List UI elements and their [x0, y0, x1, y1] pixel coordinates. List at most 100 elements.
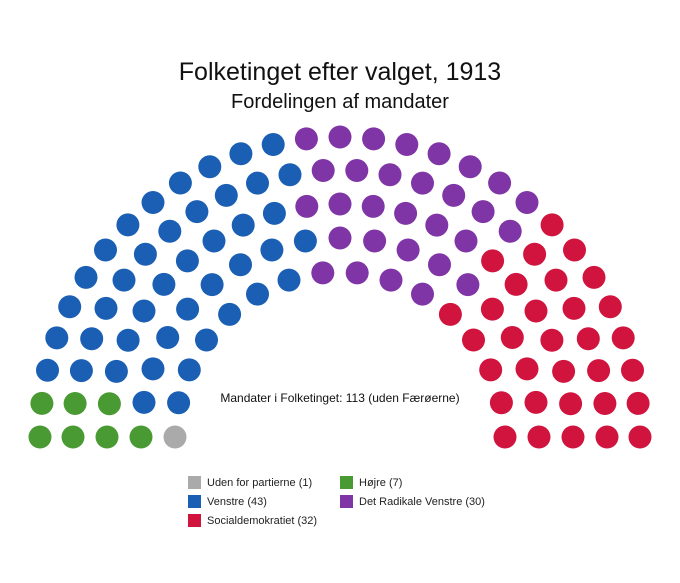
seat-det-radikale-venstre: [498, 219, 522, 243]
seat-venstre: [262, 201, 286, 225]
legend-item-venstre: Venstre (43): [188, 495, 267, 508]
seat-socialdemokratiet: [595, 425, 619, 449]
seat-det-radikale-venstre: [328, 125, 352, 149]
legend-swatch: [340, 495, 353, 508]
seat-det-radikale-venstre: [471, 200, 495, 224]
seat-socialdemokratiet: [540, 213, 564, 237]
seat-det-radikale-venstre: [411, 282, 434, 306]
seat-socialdemokratiet: [515, 357, 539, 381]
seat-det-radikale-venstre: [378, 163, 402, 187]
legend-swatch: [188, 514, 201, 527]
seat-det-radikale-venstre: [345, 261, 369, 285]
seat-socialdemokratiet: [562, 296, 586, 320]
seat-socialdemokratiet: [504, 272, 528, 296]
seat-højre: [61, 425, 85, 449]
seat-venstre: [80, 327, 104, 351]
seat-det-radikale-venstre: [488, 171, 512, 195]
seat-det-radikale-venstre: [328, 226, 352, 250]
chart-subtitle: Fordelingen af mandater: [231, 91, 449, 113]
seat-socialdemokratiet: [626, 391, 650, 415]
seat-venstre: [231, 213, 255, 237]
seat-venstre: [175, 249, 199, 273]
seat-venstre: [94, 238, 117, 262]
chart-title: Folketinget efter valget, 1913: [178, 58, 502, 86]
seat-socialdemokratiet: [524, 390, 548, 414]
seat-venstre: [112, 268, 136, 292]
legend-label: Socialdemokratiet (32): [207, 514, 318, 527]
legend-label: Venstre (43): [207, 495, 267, 508]
seat-venstre: [168, 171, 192, 195]
seat-det-radikale-venstre: [295, 194, 319, 218]
seat-det-radikale-venstre: [363, 229, 387, 253]
seat-det-radikale-venstre: [515, 191, 539, 214]
seat-socialdemokratiet: [593, 392, 617, 415]
seat-venstre: [141, 357, 165, 381]
seat-det-radikale-venstre: [442, 183, 466, 207]
legend-item-socialdemokratiet: Socialdemokratiet (32): [188, 514, 317, 527]
seat-venstre: [277, 268, 301, 292]
seat-socialdemokratiet: [582, 265, 606, 289]
seat-socialdemokratiet: [561, 425, 585, 449]
seat-socialdemokratiet: [587, 359, 611, 383]
seat-venstre: [116, 213, 140, 237]
seat-venstre: [141, 191, 165, 214]
seat-socialdemokratiet: [481, 249, 505, 273]
seat-socialdemokratiet: [621, 358, 644, 382]
seat-venstre: [260, 238, 284, 262]
seat-socialdemokratiet: [576, 327, 600, 351]
legend-item-hoejre: Højre (7): [340, 476, 402, 489]
seat-venstre: [177, 358, 201, 382]
seat-venstre: [200, 273, 224, 297]
seat-venstre: [156, 326, 180, 349]
seat-socialdemokratiet: [524, 299, 548, 323]
seat-højre: [63, 392, 87, 415]
seat-højre: [30, 391, 54, 415]
seat-venstre: [152, 272, 176, 296]
seat-venstre: [202, 229, 226, 253]
legend-item-radikale: Det Radikale Venstre (30): [340, 495, 485, 508]
seat-socialdemokratiet: [559, 392, 583, 416]
seat-venstre: [293, 229, 317, 253]
seat-venstre: [74, 265, 98, 289]
seat-venstre: [158, 219, 182, 243]
seat-socialdemokratiet: [628, 425, 652, 449]
seat-venstre: [229, 142, 253, 166]
seat-venstre: [246, 282, 269, 306]
seat-venstre: [132, 299, 156, 323]
legend-label: Det Radikale Venstre (30): [359, 495, 485, 508]
seat-venstre: [218, 302, 242, 326]
seat-venstre: [229, 253, 252, 277]
legend-label: Uden for partierne (1): [207, 476, 313, 489]
seat-socialdemokratiet: [540, 328, 564, 352]
seat-det-radikale-venstre: [362, 127, 386, 151]
legend-swatch: [340, 476, 353, 489]
seat-venstre: [214, 183, 238, 207]
legend-swatch: [188, 495, 201, 508]
seat-venstre: [167, 391, 191, 415]
seat-det-radikale-venstre: [394, 201, 418, 225]
seat-højre: [129, 425, 153, 449]
seat-det-radikale-venstre: [427, 142, 451, 166]
seat-venstre: [198, 155, 222, 179]
seat-socialdemokratiet: [527, 425, 551, 449]
seat-venstre: [116, 328, 140, 352]
seat-venstre: [36, 358, 59, 382]
seat-socialdemokratiet: [500, 326, 524, 349]
seat-det-radikale-venstre: [328, 192, 352, 216]
seat-venstre: [133, 242, 157, 266]
seat-venstre: [104, 359, 128, 383]
seat-uden-for-partierne: [163, 425, 187, 449]
seat-det-radikale-venstre: [411, 171, 434, 195]
seat-det-radikale-venstre: [456, 273, 480, 297]
seat-det-radikale-venstre: [361, 194, 385, 218]
seat-højre: [97, 392, 121, 416]
seat-højre: [28, 425, 52, 449]
total-seats-label: Mandater i Folketinget: 113 (uden Færøer…: [220, 391, 460, 405]
seat-det-radikale-venstre: [428, 253, 451, 277]
seat-socialdemokratiet: [563, 238, 586, 262]
seat-venstre: [246, 171, 269, 195]
seat-venstre: [45, 326, 69, 350]
seat-venstre: [94, 296, 118, 320]
seat-socialdemokratiet: [523, 242, 547, 266]
seat-venstre: [132, 390, 156, 414]
